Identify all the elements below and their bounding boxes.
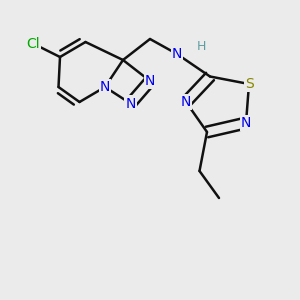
Text: Cl: Cl	[26, 37, 40, 50]
Text: N: N	[100, 80, 110, 94]
Text: N: N	[172, 47, 182, 61]
Text: N: N	[181, 95, 191, 109]
Text: S: S	[244, 77, 253, 91]
Text: N: N	[125, 97, 136, 110]
Text: N: N	[145, 74, 155, 88]
Text: H: H	[196, 40, 206, 53]
Text: N: N	[241, 116, 251, 130]
